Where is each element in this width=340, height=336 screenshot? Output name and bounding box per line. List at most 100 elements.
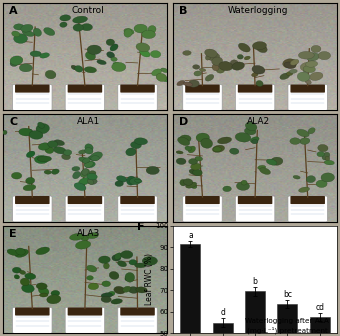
Ellipse shape xyxy=(62,154,70,160)
Ellipse shape xyxy=(205,75,214,81)
Ellipse shape xyxy=(60,22,67,27)
FancyBboxPatch shape xyxy=(118,196,157,222)
FancyBboxPatch shape xyxy=(15,196,50,204)
Ellipse shape xyxy=(29,131,43,139)
Ellipse shape xyxy=(19,128,33,136)
Ellipse shape xyxy=(20,278,30,286)
Ellipse shape xyxy=(70,234,84,240)
Ellipse shape xyxy=(218,137,232,144)
Ellipse shape xyxy=(207,53,220,60)
Ellipse shape xyxy=(213,147,221,152)
Text: C: C xyxy=(9,117,17,127)
FancyBboxPatch shape xyxy=(13,85,52,111)
Ellipse shape xyxy=(73,171,80,179)
Ellipse shape xyxy=(318,51,330,60)
Ellipse shape xyxy=(191,184,197,188)
Ellipse shape xyxy=(84,161,95,168)
Ellipse shape xyxy=(47,295,61,304)
Text: ALA3: ALA3 xyxy=(76,229,100,238)
Ellipse shape xyxy=(212,145,225,152)
Ellipse shape xyxy=(253,42,267,50)
Ellipse shape xyxy=(75,66,83,72)
Ellipse shape xyxy=(135,179,142,183)
Ellipse shape xyxy=(316,180,327,187)
Ellipse shape xyxy=(88,178,97,184)
Ellipse shape xyxy=(167,159,176,165)
Ellipse shape xyxy=(212,64,219,71)
Ellipse shape xyxy=(101,293,113,298)
Ellipse shape xyxy=(89,171,96,175)
Ellipse shape xyxy=(235,133,251,142)
Ellipse shape xyxy=(22,30,34,36)
Ellipse shape xyxy=(189,169,199,175)
Ellipse shape xyxy=(128,287,139,293)
Ellipse shape xyxy=(177,80,185,86)
Ellipse shape xyxy=(283,59,297,68)
Ellipse shape xyxy=(191,163,201,170)
Ellipse shape xyxy=(189,159,198,164)
Ellipse shape xyxy=(114,253,122,259)
FancyBboxPatch shape xyxy=(185,196,220,204)
Ellipse shape xyxy=(252,73,258,77)
Ellipse shape xyxy=(7,249,19,255)
Ellipse shape xyxy=(12,267,21,273)
Ellipse shape xyxy=(266,159,277,165)
FancyBboxPatch shape xyxy=(288,85,327,111)
Ellipse shape xyxy=(148,26,156,33)
Ellipse shape xyxy=(290,138,300,144)
Ellipse shape xyxy=(150,51,161,58)
FancyBboxPatch shape xyxy=(68,196,102,204)
Ellipse shape xyxy=(300,138,310,144)
Ellipse shape xyxy=(130,178,141,185)
Ellipse shape xyxy=(90,152,102,161)
Ellipse shape xyxy=(125,272,135,282)
Bar xyxy=(180,244,200,336)
Ellipse shape xyxy=(85,144,93,151)
Ellipse shape xyxy=(303,66,316,73)
Ellipse shape xyxy=(14,24,24,30)
Ellipse shape xyxy=(87,173,97,180)
Ellipse shape xyxy=(12,172,22,179)
Ellipse shape xyxy=(161,68,168,73)
Ellipse shape xyxy=(131,141,141,149)
Ellipse shape xyxy=(186,182,197,188)
Ellipse shape xyxy=(306,61,318,67)
Ellipse shape xyxy=(231,60,238,66)
Ellipse shape xyxy=(126,176,136,185)
Ellipse shape xyxy=(252,66,265,74)
Ellipse shape xyxy=(180,135,191,142)
Text: ALA1: ALA1 xyxy=(76,117,100,126)
FancyBboxPatch shape xyxy=(13,196,52,222)
Ellipse shape xyxy=(27,151,35,158)
FancyBboxPatch shape xyxy=(183,196,222,222)
Text: Control: Control xyxy=(72,6,105,15)
Ellipse shape xyxy=(45,146,54,154)
FancyBboxPatch shape xyxy=(13,307,52,333)
FancyBboxPatch shape xyxy=(68,85,102,93)
Ellipse shape xyxy=(80,169,90,177)
Ellipse shape xyxy=(12,31,20,37)
Ellipse shape xyxy=(245,122,257,131)
Ellipse shape xyxy=(183,51,191,55)
Ellipse shape xyxy=(19,270,25,275)
Ellipse shape xyxy=(185,146,191,151)
Ellipse shape xyxy=(87,276,94,280)
FancyBboxPatch shape xyxy=(290,85,325,93)
Ellipse shape xyxy=(146,166,159,174)
Ellipse shape xyxy=(19,64,32,72)
Text: A: A xyxy=(9,6,18,16)
Ellipse shape xyxy=(183,179,193,185)
Ellipse shape xyxy=(102,281,110,287)
Ellipse shape xyxy=(201,138,212,148)
Ellipse shape xyxy=(271,157,283,165)
Ellipse shape xyxy=(112,255,121,261)
FancyBboxPatch shape xyxy=(68,307,102,316)
Ellipse shape xyxy=(114,286,125,294)
Ellipse shape xyxy=(260,168,271,174)
Ellipse shape xyxy=(212,57,223,65)
Ellipse shape xyxy=(134,138,148,145)
Text: b: b xyxy=(253,277,257,286)
Ellipse shape xyxy=(3,130,7,135)
Ellipse shape xyxy=(60,15,71,21)
Ellipse shape xyxy=(107,52,115,58)
